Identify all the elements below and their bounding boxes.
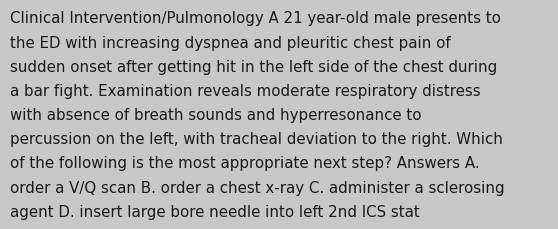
Text: sudden onset after getting hit in the left side of the chest during: sudden onset after getting hit in the le… [10,60,497,74]
Text: the ED with increasing dyspnea and pleuritic chest pain of: the ED with increasing dyspnea and pleur… [10,35,451,50]
Text: a bar fight. Examination reveals moderate respiratory distress: a bar fight. Examination reveals moderat… [10,84,480,98]
Text: percussion on the left, with tracheal deviation to the right. Which: percussion on the left, with tracheal de… [10,132,503,147]
Text: of the following is the most appropriate next step? Answers A.: of the following is the most appropriate… [10,156,480,171]
Text: Clinical Intervention/Pulmonology A 21 year-old male presents to: Clinical Intervention/Pulmonology A 21 y… [10,11,501,26]
Text: agent D. insert large bore needle into left 2nd ICS stat: agent D. insert large bore needle into l… [10,204,420,219]
Text: order a V/Q scan B. order a chest x-ray C. administer a sclerosing: order a V/Q scan B. order a chest x-ray … [10,180,504,195]
Text: with absence of breath sounds and hyperresonance to: with absence of breath sounds and hyperr… [10,108,421,123]
